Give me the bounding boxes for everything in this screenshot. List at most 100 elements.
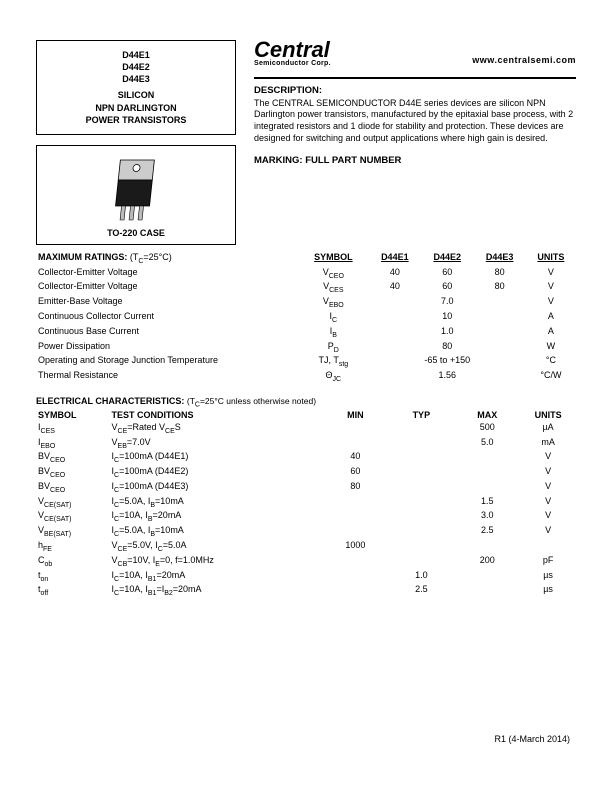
table-row: BVCEOIC=100mA (D44E1)40V — [36, 450, 576, 465]
unit-cell: V — [520, 495, 576, 510]
unit-cell: pF — [520, 554, 576, 569]
table-row: BVCEOIC=100mA (D44E3)80 V — [36, 480, 576, 495]
param-cell: Continuous Base Current — [36, 325, 298, 340]
elec-header-row: SYMBOL TEST CONDITIONS MIN TYP MAX UNITS — [36, 409, 576, 421]
unit-cell: W — [526, 340, 576, 355]
val2-cell: 60 — [421, 266, 473, 281]
elec-title: ELECTRICAL CHARACTERISTICS: — [36, 396, 184, 406]
product-type-2: NPN DARLINGTON — [41, 102, 231, 114]
typ-cell — [388, 524, 454, 539]
val2-cell: 60 — [421, 280, 473, 295]
col-p3: D44E3 — [473, 251, 525, 266]
header-rule — [254, 77, 576, 79]
val1-cell — [369, 310, 421, 325]
max-cell: 1.5 — [454, 495, 520, 510]
unit-cell: °C — [526, 354, 576, 369]
ecol-sym: SYMBOL — [36, 409, 110, 421]
elec-head: ELECTRICAL CHARACTERISTICS: (TC=25°C unl… — [36, 396, 576, 409]
left-column: D44E1 D44E2 D44E3 SILICON NPN DARLINGTON… — [36, 40, 236, 245]
cond-cell: IC=100mA (D44E2) — [110, 465, 323, 480]
ecol-units: UNITS — [520, 409, 576, 421]
param-cell: Collector-Emitter Voltage — [36, 266, 298, 281]
right-column: Central Semiconductor Corp. www.centrals… — [254, 40, 576, 245]
part-number-box: D44E1 D44E2 D44E3 SILICON NPN DARLINGTON… — [36, 40, 236, 135]
typ-cell — [388, 436, 454, 451]
typ-cell — [388, 509, 454, 524]
logo-block: Central Semiconductor Corp. — [254, 40, 331, 67]
val1-cell — [369, 369, 421, 384]
val3-cell: 80 — [473, 266, 525, 281]
ratings-head: MAXIMUM RATINGS: — [38, 252, 127, 262]
part-1: D44E1 — [41, 49, 231, 61]
cond-cell: IC=10A, IB=20mA — [110, 509, 323, 524]
ratings-cond: (TC=25°C) — [130, 252, 172, 262]
val2-cell: 1.0 — [421, 325, 473, 340]
param-cell: Emitter-Base Voltage — [36, 295, 298, 310]
val3-cell — [473, 340, 525, 355]
cond-cell: IC=5.0A, IB=10mA — [110, 495, 323, 510]
val3-cell — [473, 325, 525, 340]
typ-cell: 1.0 — [388, 569, 454, 584]
unit-cell: V — [526, 295, 576, 310]
unit-cell: mA — [520, 436, 576, 451]
unit-cell: V — [520, 450, 576, 465]
unit-cell: V — [520, 480, 576, 495]
cond-cell: IC=10A, IB1=20mA — [110, 569, 323, 584]
unit-cell: µs — [520, 569, 576, 584]
table-row: Operating and Storage Junction Temperatu… — [36, 354, 576, 369]
min-cell: 80 — [322, 480, 388, 495]
case-label: TO-220 CASE — [41, 228, 231, 238]
max-cell: 200 — [454, 554, 520, 569]
val3-cell — [473, 310, 525, 325]
table-row: IEBOVEB=7.0V5.0mA — [36, 436, 576, 451]
table-row: Thermal ResistanceΘJC1.56°C/W — [36, 369, 576, 384]
unit-cell: A — [526, 310, 576, 325]
ecol-max: MAX — [454, 409, 520, 421]
max-cell — [454, 450, 520, 465]
logo-sub: Semiconductor Corp. — [254, 60, 331, 67]
min-cell: 60 — [322, 465, 388, 480]
val2-cell: 10 — [421, 310, 473, 325]
symbol-cell: hFE — [36, 539, 110, 554]
unit-cell: µs — [520, 583, 576, 598]
typ-cell — [388, 480, 454, 495]
min-cell — [322, 421, 388, 436]
symbol-cell: BVCEO — [36, 465, 110, 480]
symbol-cell: toff — [36, 583, 110, 598]
param-cell: Continuous Collector Current — [36, 310, 298, 325]
unit-cell: V — [520, 465, 576, 480]
marking-line: MARKING: FULL PART NUMBER — [254, 155, 576, 166]
table-row: Collector-Emitter VoltageVCEO406080V — [36, 266, 576, 281]
table-row: hFEVCE=5.0V, IC=5.0A1000 — [36, 539, 576, 554]
val3-cell — [473, 295, 525, 310]
revision: R1 (4-March 2014) — [494, 734, 570, 744]
typ-cell — [388, 495, 454, 510]
unit-cell: V — [520, 524, 576, 539]
val1-cell: 40 — [369, 266, 421, 281]
val2-cell: 80 — [421, 340, 473, 355]
unit-cell: A — [526, 325, 576, 340]
unit-cell: µA — [520, 421, 576, 436]
unit-cell: V — [520, 509, 576, 524]
symbol-cell: PD — [298, 340, 369, 355]
table-row: Collector-Emitter VoltageVCES406080V — [36, 280, 576, 295]
case-box: TO-220 CASE — [36, 145, 236, 245]
col-p2: D44E2 — [421, 251, 473, 266]
cond-cell: IC=5.0A, IB=10mA — [110, 524, 323, 539]
col-p1: D44E1 — [369, 251, 421, 266]
unit-cell: V — [526, 280, 576, 295]
max-cell: 3.0 — [454, 509, 520, 524]
cond-cell: IC=100mA (D44E3) — [110, 480, 323, 495]
symbol-cell: BVCEO — [36, 480, 110, 495]
val1-cell — [369, 354, 421, 369]
cond-cell: VCE=5.0V, IC=5.0A — [110, 539, 323, 554]
unit-cell: °C/W — [526, 369, 576, 384]
min-cell: 1000 — [322, 539, 388, 554]
cond-cell: IC=10A, IB1=IB2=20mA — [110, 583, 323, 598]
ecol-min: MIN — [322, 409, 388, 421]
table-row: Power DissipationPD80W — [36, 340, 576, 355]
min-cell — [322, 495, 388, 510]
symbol-cell: TJ, Tstg — [298, 354, 369, 369]
val1-cell — [369, 295, 421, 310]
product-type-3: POWER TRANSISTORS — [41, 114, 231, 126]
